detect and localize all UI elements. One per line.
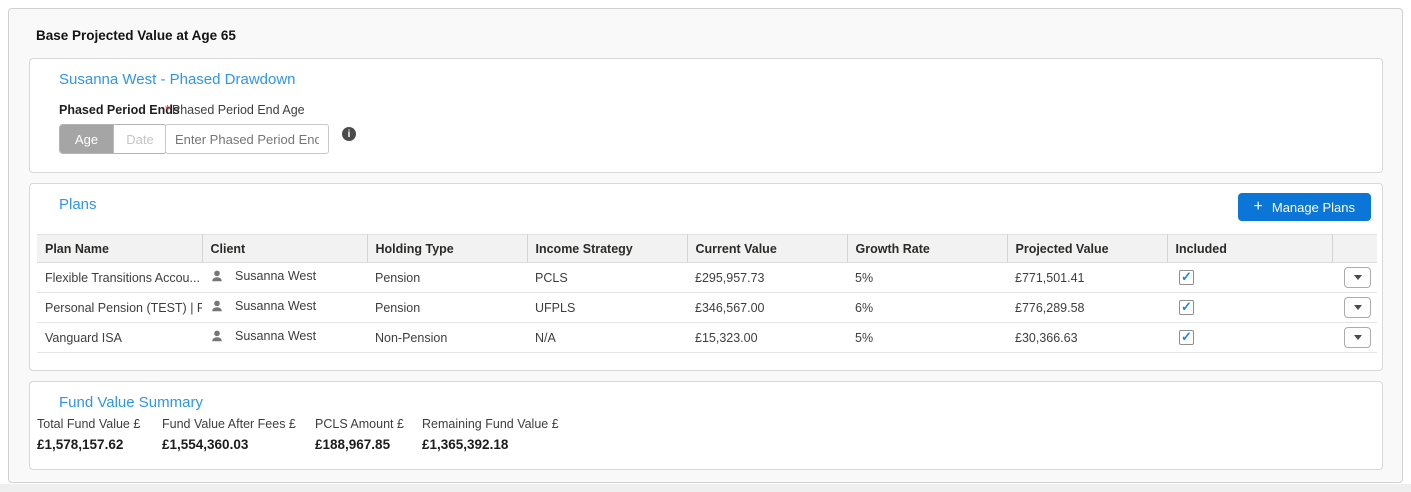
income-strategy-cell: PCLS	[527, 262, 687, 293]
bottom-strip	[0, 484, 1411, 492]
col-income-strategy: Income Strategy	[527, 234, 688, 263]
fund-value-stats: Total Fund Value £ £1,578,157.62 Fund Va…	[37, 417, 559, 452]
actions-cell	[1332, 322, 1377, 353]
toggle-date-button[interactable]: Date	[113, 125, 166, 153]
plans-table: Plan Name Client Holding Type Income Str…	[37, 234, 1377, 353]
row-actions-dropdown-button[interactable]	[1344, 297, 1371, 318]
plans-card: Plans + Manage Plans Plan Name Client Ho…	[29, 183, 1383, 371]
col-plan-name: Plan Name	[37, 234, 203, 263]
current-value-cell: £295,957.73	[687, 262, 847, 293]
income-strategy-cell: N/A	[527, 322, 687, 353]
stat-remaining-fund-value: Remaining Fund Value £ £1,365,392.18	[422, 417, 559, 452]
stat-pcls-amount: PCLS Amount £ £188,967.85	[315, 417, 422, 452]
plans-title: Plans	[59, 196, 97, 213]
caret-down-icon	[1353, 305, 1362, 310]
holding-type-cell: Pension	[367, 292, 527, 323]
phased-drawdown-title: Susanna West - Phased Drawdown	[59, 71, 296, 88]
plan-name-cell: Personal Pension (TEST) | F...	[37, 292, 202, 323]
stat-label: Fund Value After Fees £	[162, 417, 296, 431]
holding-type-cell: Non-Pension	[367, 322, 527, 353]
stat-value: £1,365,392.18	[422, 437, 509, 452]
manage-plans-label: Manage Plans	[1271, 199, 1355, 215]
client-name: Susanna West	[235, 329, 317, 343]
client-cell: Susanna West	[202, 262, 367, 293]
included-checkbox[interactable]	[1179, 269, 1194, 286]
included-checkbox[interactable]	[1179, 299, 1194, 316]
caret-down-icon	[1353, 275, 1362, 280]
client-cell: Susanna West	[202, 322, 367, 353]
caret-down-icon	[1353, 335, 1362, 340]
panel-title: Base Projected Value at Age 65	[36, 28, 236, 43]
phased-period-ends-label: Phased Period Ends	[59, 103, 180, 117]
stat-fund-value-after-fees: Fund Value After Fees £ £1,554,360.03	[162, 417, 315, 452]
projected-value-cell: £30,366.63	[1007, 322, 1167, 353]
col-included: Included	[1167, 234, 1333, 263]
required-asterisk: *	[165, 103, 170, 117]
table-row: Personal Pension (TEST) | F... Susanna W…	[37, 292, 1377, 323]
phased-period-ends-control: Phased Period Ends Age Date	[59, 103, 180, 154]
table-row: Flexible Transitions Accou... Susanna We…	[37, 262, 1377, 293]
included-checkbox[interactable]	[1179, 329, 1194, 346]
col-actions	[1332, 234, 1377, 263]
col-holding-type: Holding Type	[367, 234, 528, 263]
holding-type-cell: Pension	[367, 262, 527, 293]
phased-period-ends-toggle: Age Date	[59, 124, 167, 154]
end-age-control: * Phased Period End Age	[165, 103, 329, 154]
person-icon	[212, 270, 222, 282]
projected-value-cell: £771,501.41	[1007, 262, 1167, 293]
col-growth-rate: Growth Rate	[847, 234, 1008, 263]
growth-rate-cell: 5%	[847, 322, 1007, 353]
actions-cell	[1332, 262, 1377, 293]
included-cell	[1167, 292, 1332, 323]
projected-value-cell: £776,289.58	[1007, 292, 1167, 323]
manage-plans-button[interactable]: + Manage Plans	[1237, 193, 1371, 221]
growth-rate-cell: 6%	[847, 292, 1007, 323]
col-projected-value: Projected Value	[1007, 234, 1168, 263]
stat-label: Total Fund Value £	[37, 417, 141, 431]
current-value-cell: £15,323.00	[687, 322, 847, 353]
client-cell: Susanna West	[202, 292, 367, 323]
person-icon	[212, 330, 222, 342]
stat-label: Remaining Fund Value £	[422, 417, 559, 431]
table-header-row: Plan Name Client Holding Type Income Str…	[37, 234, 1377, 263]
end-age-input[interactable]	[165, 124, 329, 154]
toggle-age-button[interactable]: Age	[60, 125, 113, 153]
plan-name-cell: Flexible Transitions Accou...	[37, 262, 202, 293]
stat-total-fund-value: Total Fund Value £ £1,578,157.62	[37, 417, 162, 452]
stat-value: £188,967.85	[315, 437, 391, 452]
client-name: Susanna West	[235, 299, 317, 313]
current-value-cell: £346,567.00	[687, 292, 847, 323]
base-projected-panel: Base Projected Value at Age 65 Susanna W…	[8, 8, 1403, 483]
stat-value: £1,578,157.62	[37, 437, 124, 452]
row-actions-dropdown-button[interactable]	[1344, 267, 1371, 288]
col-client: Client	[202, 234, 368, 263]
phased-drawdown-card: Susanna West - Phased Drawdown Phased Pe…	[29, 58, 1383, 173]
plus-icon: +	[1253, 198, 1263, 215]
included-cell	[1167, 262, 1332, 293]
client-name: Susanna West	[235, 269, 317, 283]
col-current-value: Current Value	[687, 234, 848, 263]
fund-value-summary-card: Fund Value Summary Total Fund Value £ £1…	[29, 381, 1383, 470]
actions-cell	[1332, 292, 1377, 323]
income-strategy-cell: UFPLS	[527, 292, 687, 323]
row-actions-dropdown-button[interactable]	[1344, 327, 1371, 348]
person-icon	[212, 300, 222, 312]
included-cell	[1167, 322, 1332, 353]
growth-rate-cell: 5%	[847, 262, 1007, 293]
end-age-label: * Phased Period End Age	[165, 103, 329, 119]
stat-value: £1,554,360.03	[162, 437, 249, 452]
end-age-label-text: Phased Period End Age	[171, 103, 305, 117]
table-row: Vanguard ISA Susanna West Non-Pension N/…	[37, 322, 1377, 353]
stat-label: PCLS Amount £	[315, 417, 404, 431]
info-icon[interactable]	[342, 127, 356, 141]
fund-value-summary-title: Fund Value Summary	[59, 394, 203, 411]
plan-name-cell: Vanguard ISA	[37, 322, 202, 353]
